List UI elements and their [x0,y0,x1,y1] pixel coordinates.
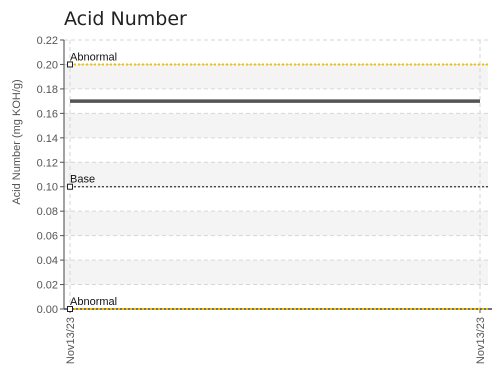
y-axis-ticks: 0.00 0.02 0.04 0.06 0.08 0.10 0.12 0.14 0.16 0.18… [37,35,64,316]
y-tick-label: 0.00 [37,304,58,316]
background-bands [64,64,488,285]
chart-title: Acid Number [64,8,187,30]
reference-marker [67,183,73,190]
y-tick-label: 0.18 [37,84,58,96]
reference-marker [67,306,73,312]
y-tick-label: 0.04 [37,255,58,267]
background-band [64,260,488,285]
reference-lines: Abnormal Base Abnormal [67,51,488,312]
y-tick-label: 0.02 [37,280,58,292]
background-band [64,113,488,138]
y-axis-label: Acid Number (mg KOH/g) [11,79,23,204]
reference-label: Base [70,174,95,186]
x-axis-ticks: Nov13/23 Nov13/23 [65,309,487,364]
y-tick-label: 0.08 [37,206,58,218]
y-tick-label: 0.10 [37,182,58,194]
reference-label: Abnormal [70,296,117,308]
y-tick-label: 0.14 [37,133,58,145]
background-band [64,211,488,236]
background-band [64,162,488,187]
y-tick-label: 0.16 [37,108,58,120]
reference-label: Abnormal [70,51,117,63]
y-tick-label: 0.22 [37,35,58,47]
background-band [64,64,488,89]
y-tick-label: 0.12 [37,157,58,169]
gridlines [64,39,488,310]
reference-marker [67,61,73,68]
y-tick-label: 0.20 [37,59,58,71]
y-tick-label: 0.06 [37,231,58,243]
x-tick-label: Nov13/23 [65,317,77,364]
x-tick-label: Nov13/23 [475,317,487,364]
